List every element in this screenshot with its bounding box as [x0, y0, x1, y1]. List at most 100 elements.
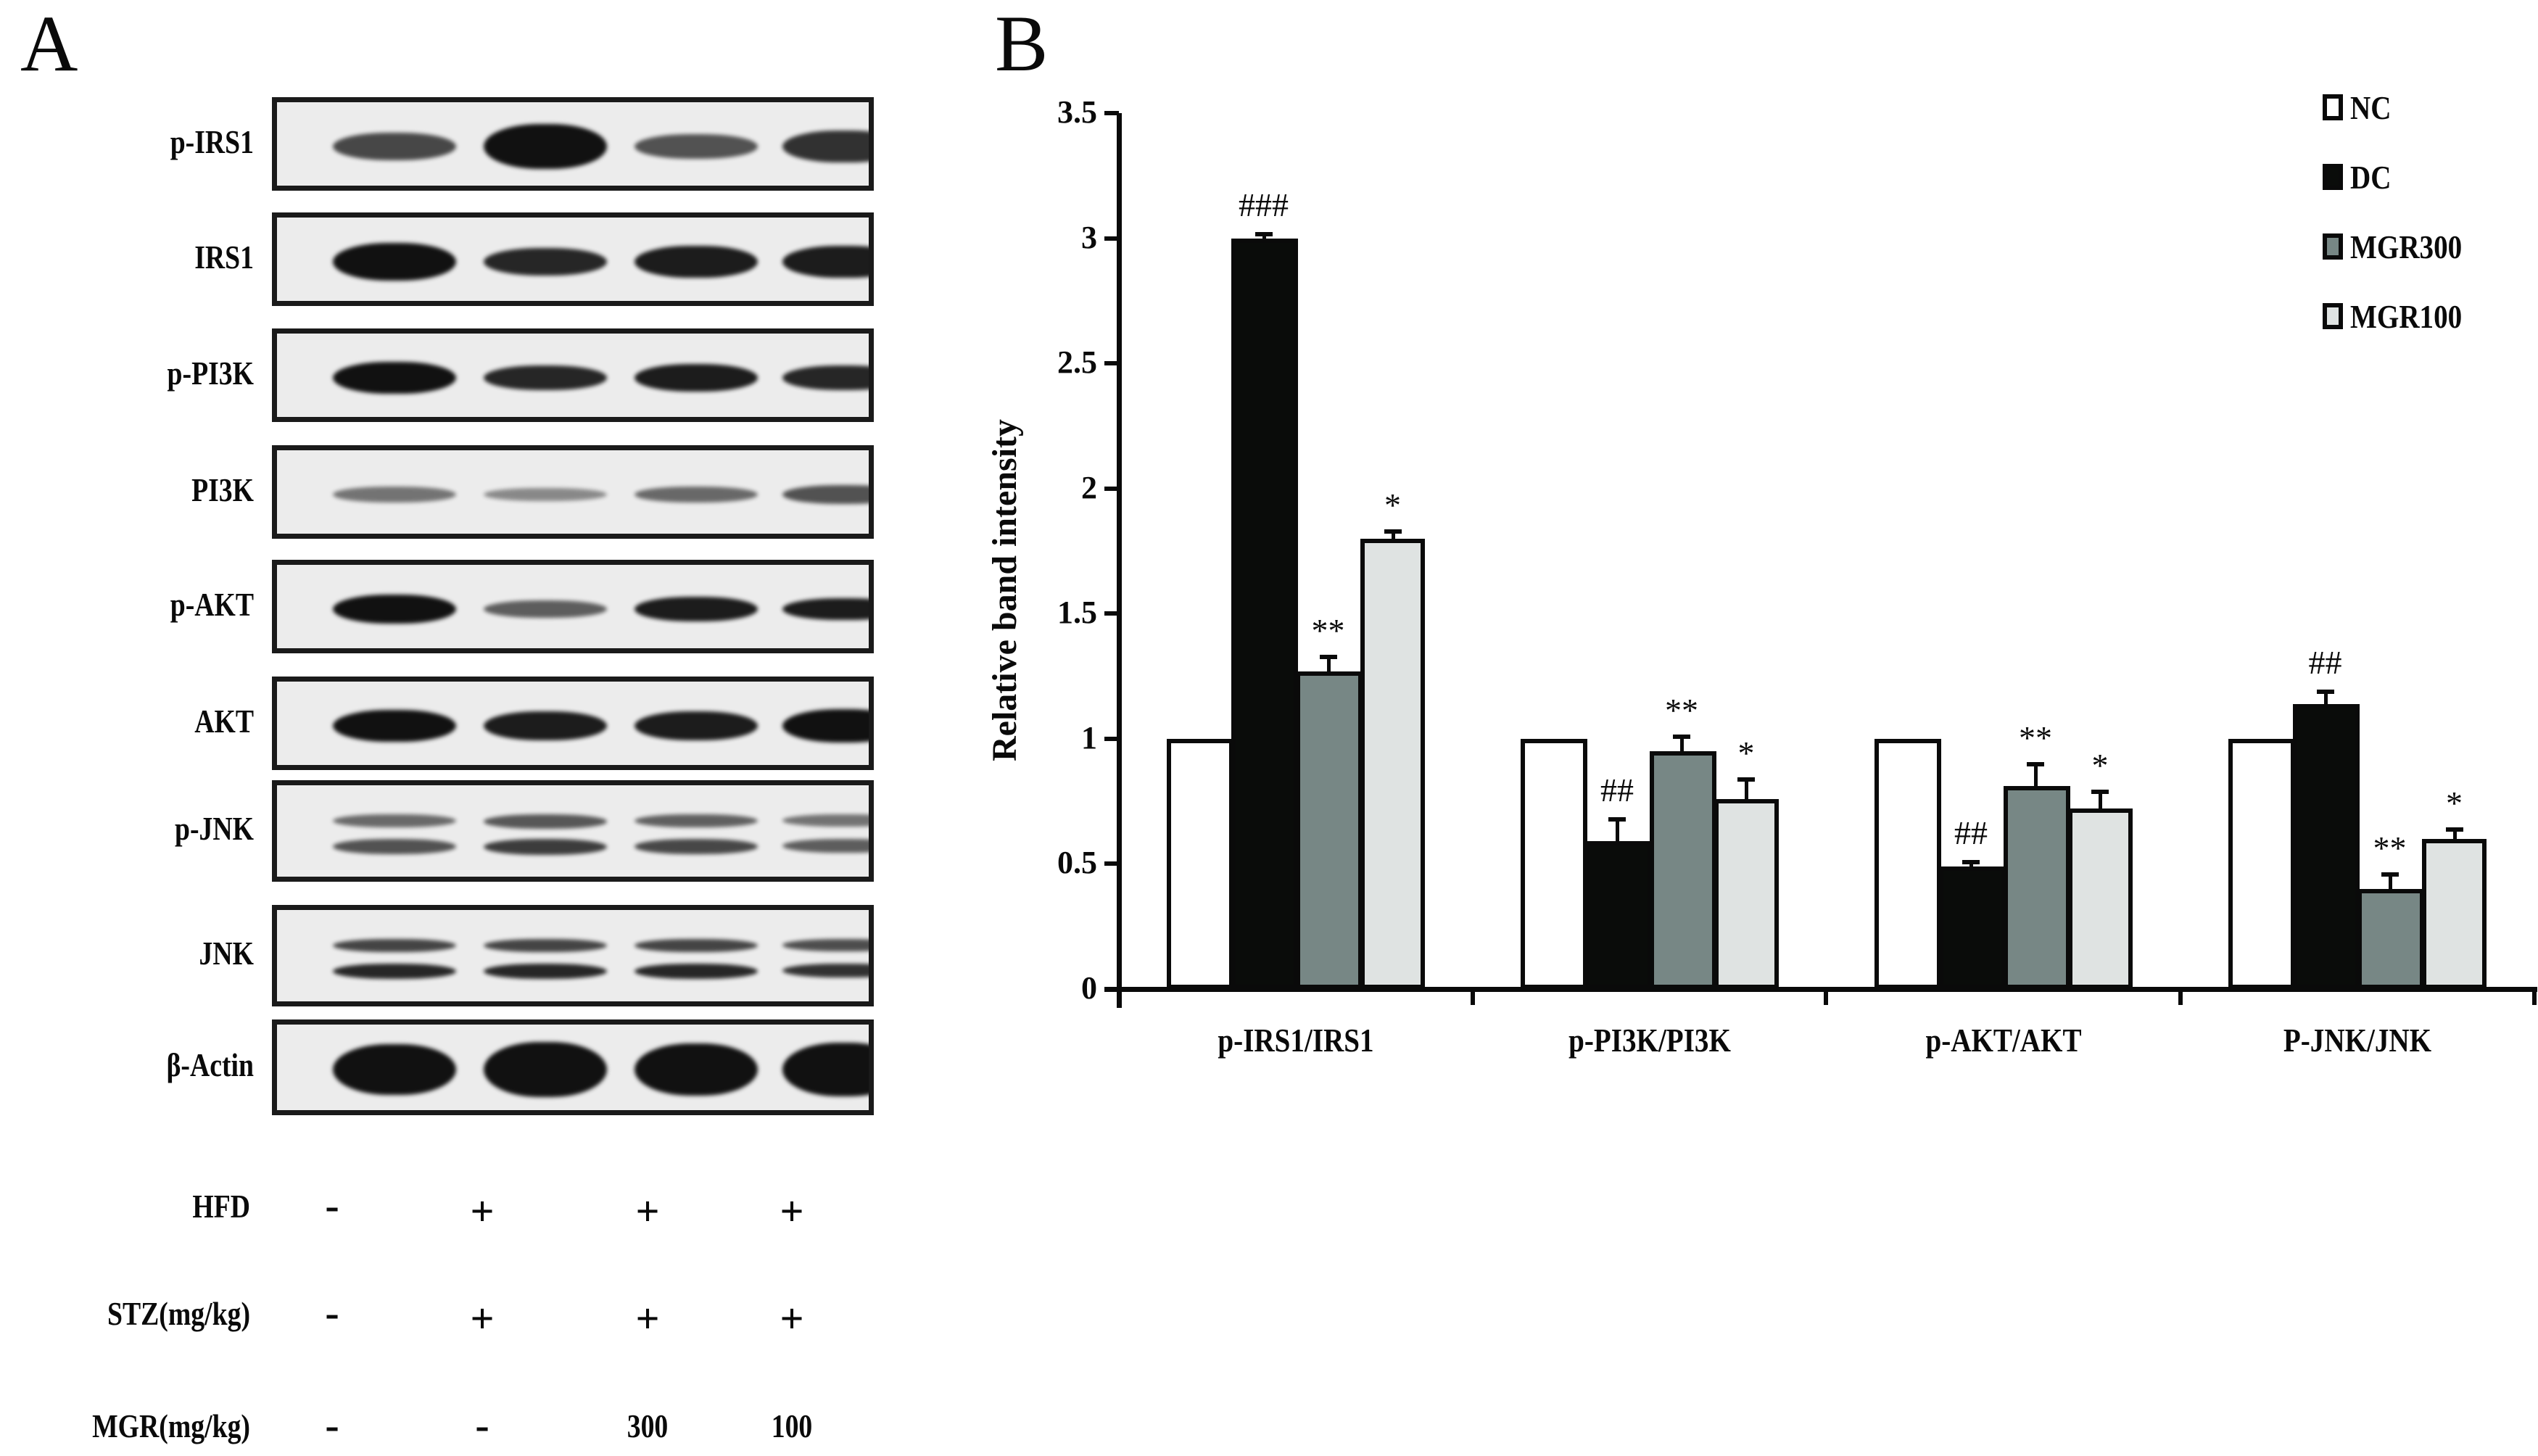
blot-image	[272, 212, 874, 306]
blot-band	[484, 487, 607, 501]
error-bar	[1262, 233, 1266, 241]
blot-band	[634, 133, 758, 159]
blot-label: p-PI3K	[167, 354, 254, 392]
y-tick	[1104, 736, 1119, 741]
blot-band	[634, 486, 758, 502]
error-bar	[1680, 736, 1684, 755]
significance-marker: **	[2019, 719, 2052, 757]
treatment-label: MGR(mg/kg)	[92, 1407, 250, 1444]
error-bar-cap	[1962, 859, 1980, 864]
legend-item: MGR100	[2323, 294, 2481, 338]
treatment-value: +	[470, 1295, 495, 1342]
y-axis	[1117, 113, 1122, 1008]
y-tick	[1104, 611, 1119, 616]
blot-band	[634, 245, 758, 278]
bar-mgr300	[2357, 888, 2424, 989]
error-bar-cap	[1737, 777, 1755, 782]
blot-image	[272, 560, 874, 653]
blot-label: β-Actin	[166, 1046, 254, 1083]
y-tick	[1104, 486, 1119, 491]
blot-label: p-AKT	[170, 585, 254, 623]
legend-item: MGR300	[2323, 225, 2481, 268]
bar-mgr300	[1649, 751, 1716, 989]
error-bar-cap	[1319, 654, 1337, 659]
bar-nc	[1167, 738, 1233, 989]
blot-band	[782, 245, 869, 278]
bar-dc	[1584, 841, 1652, 989]
blot-band	[333, 814, 456, 828]
y-tick-label: 3	[1081, 219, 1097, 255]
treatment-value: 100	[771, 1407, 813, 1444]
blot-band	[634, 939, 758, 953]
treatment-label: HFD	[192, 1188, 250, 1225]
blot-band	[333, 486, 456, 502]
y-tick-label: 0.5	[1057, 845, 1097, 881]
legend-item: NC	[2323, 86, 2481, 129]
error-bar	[1745, 779, 1748, 802]
treatment-value: +	[635, 1295, 660, 1342]
error-bar-cap	[1254, 231, 1273, 236]
blot-band	[782, 839, 869, 853]
bar-mgr300	[1296, 671, 1363, 989]
error-bar-cap	[2091, 790, 2109, 795]
error-bar-cap	[2316, 690, 2334, 695]
error-bar	[2323, 691, 2328, 707]
blot-band	[782, 814, 869, 827]
error-bar	[1326, 655, 1331, 674]
error-bar-cap	[1673, 735, 1690, 740]
legend-swatch-icon	[2323, 233, 2343, 260]
y-tick	[1104, 987, 1119, 991]
blot-band	[333, 709, 456, 742]
chart-legend: NC DC MGR300 MGR100	[2323, 86, 2481, 338]
y-tick-label: 2.5	[1057, 344, 1097, 381]
x-category-label: P-JNK/JNK	[2283, 1022, 2432, 1059]
blot-label: p-IRS1	[170, 123, 254, 160]
legend-label: DC	[2350, 158, 2392, 196]
error-bar-cap	[2445, 827, 2463, 832]
treatment-value: 300	[627, 1407, 669, 1444]
legend-label: MGR300	[2350, 228, 2463, 265]
significance-marker: *	[1384, 487, 1401, 524]
x-category-label: p-IRS1/IRS1	[1218, 1022, 1374, 1059]
blot-band	[333, 839, 456, 854]
panel-b-letter: B	[995, 0, 1049, 88]
x-tick	[2532, 989, 2537, 1005]
blot-band	[484, 365, 607, 390]
significance-marker: ###	[1239, 186, 1289, 223]
bar-mgr100	[1360, 538, 1425, 989]
error-bar-cap	[1608, 817, 1626, 822]
x-tick	[1471, 989, 1475, 1005]
bar-mgr100	[1714, 798, 1779, 989]
blot-band	[333, 132, 456, 160]
legend-swatch-icon	[2323, 94, 2343, 120]
significance-marker: ##	[1954, 814, 1988, 851]
y-axis-label: Relative band intensity	[985, 418, 1024, 761]
x-tick	[1117, 989, 1121, 1005]
legend-label: NC	[2350, 88, 2392, 126]
treatment-value: +	[635, 1188, 660, 1235]
error-bar	[2034, 764, 2038, 790]
y-tick	[1104, 111, 1119, 115]
blot-band	[484, 711, 607, 740]
y-tick-label: 1.5	[1057, 595, 1097, 631]
treatment-label: STZ(mg/kg)	[107, 1295, 250, 1332]
bar-mgr100	[2422, 838, 2487, 989]
blot-band	[634, 964, 758, 979]
significance-marker: *	[2091, 747, 2109, 785]
blot-band	[333, 964, 456, 979]
blot-band	[634, 1043, 758, 1096]
error-bar	[1969, 861, 1973, 869]
bar-mgr100	[2067, 808, 2133, 989]
blot-band	[782, 1043, 869, 1096]
blot-band	[484, 1042, 607, 1097]
blot-label: AKT	[194, 702, 254, 740]
significance-marker: ##	[2308, 644, 2342, 682]
blot-band	[782, 484, 869, 504]
error-bar	[1616, 819, 1619, 845]
x-category-label: p-PI3K/PI3K	[1568, 1022, 1731, 1059]
treatment-value: -	[475, 1402, 489, 1449]
error-bar	[1391, 531, 1395, 542]
y-tick-label: 2	[1081, 469, 1097, 505]
y-tick	[1104, 236, 1119, 241]
bar-nc	[1874, 738, 1941, 989]
